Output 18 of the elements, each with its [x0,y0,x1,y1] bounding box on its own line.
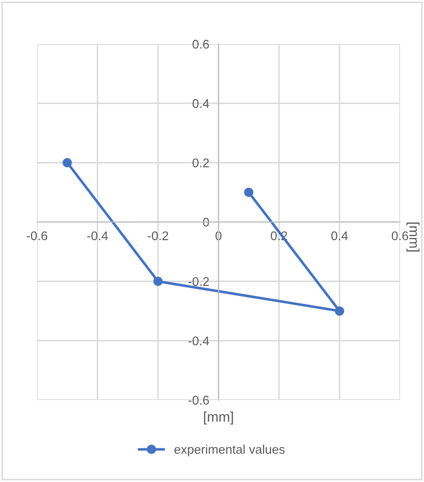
x-tick-label: 0.6 [392,231,408,240]
point [153,276,163,286]
x-tick-label: -0.4 [87,231,108,240]
x-tick-label: 0.4 [331,231,348,240]
legend-label: experimental values [174,444,285,456]
y-tick-label: 0.2 [192,158,209,168]
y-tick-label: -0.6 [188,396,209,405]
y-axis-title: [mm] [406,222,420,252]
x-tick-label: -0.6 [26,231,48,240]
y-tick-label: -0.2 [188,277,209,286]
y-tick-label: -0.4 [188,336,210,346]
y-tick-label: 0.4 [192,99,210,108]
y-tick-label: 0.6 [192,40,209,49]
point [244,188,254,198]
x-tick-label: -0.2 [148,231,168,240]
point [62,158,72,168]
x-axis-title: [mm] [204,412,233,424]
point [334,306,344,316]
